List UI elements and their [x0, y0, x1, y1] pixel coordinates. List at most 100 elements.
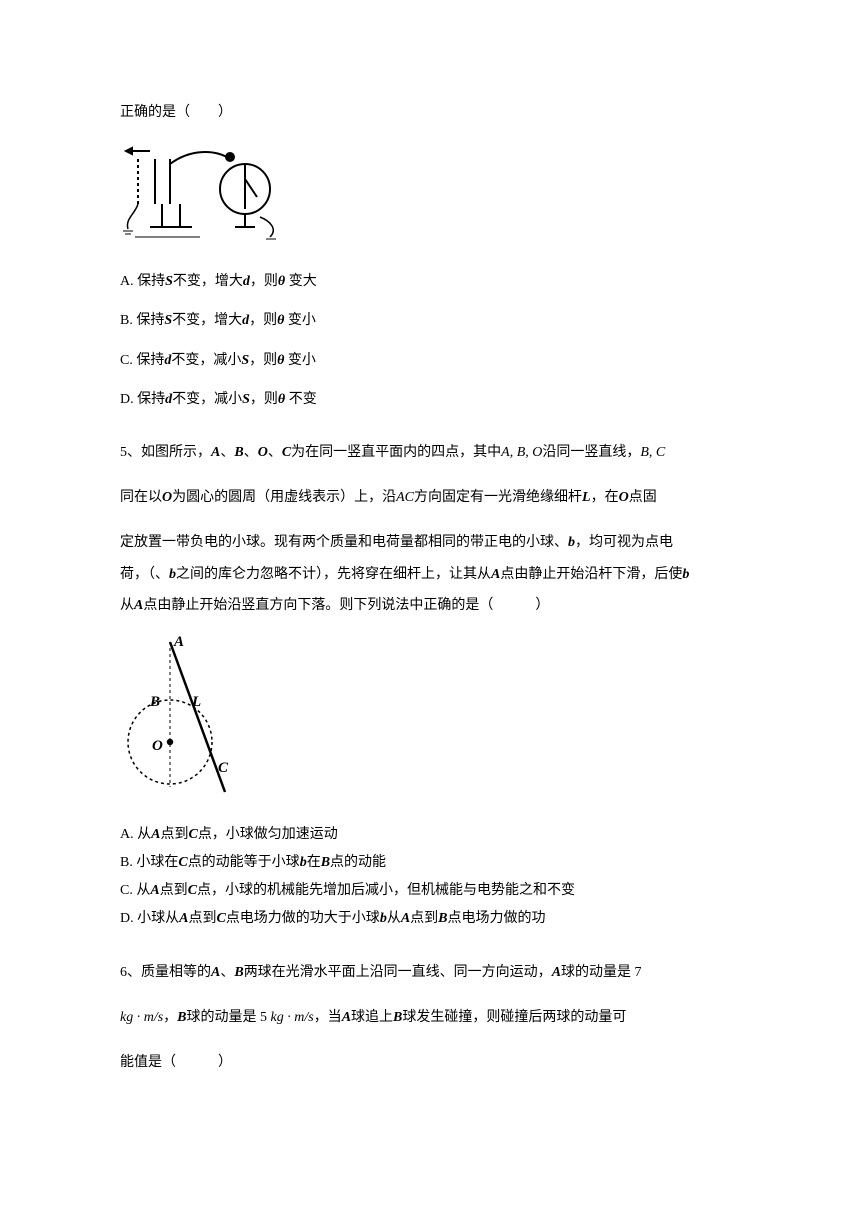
t: ，	[163, 1010, 177, 1025]
t: 方向固定有一光滑绝缘细杆	[414, 490, 582, 505]
q5-option-D: D. 小球从A点到C点电场力做的功大于小球b从A点到B点电场力做的功	[120, 906, 740, 931]
opt-suffix: 变大	[285, 274, 317, 289]
t: 沿同一竖直线，	[542, 445, 640, 460]
label-A: A	[173, 634, 184, 650]
q4-figure	[120, 139, 740, 249]
v: C	[188, 883, 197, 898]
v: A	[211, 965, 220, 980]
v: B	[393, 1010, 402, 1025]
q5-line4: 荷，（、b之间的库仑力忽略不计），先将穿在细杆上，让其从A点由静止开始沿杆下滑，…	[120, 562, 740, 587]
var-S: S	[164, 313, 172, 328]
v: A	[134, 598, 143, 613]
v: B	[177, 1010, 186, 1025]
label-B: B	[149, 694, 160, 710]
t: ，在	[591, 490, 619, 505]
v: A	[342, 1010, 351, 1025]
t: C. 从	[120, 883, 150, 898]
t: 点由静止开始沿竖直方向下落。则下列说法中正确的是（ ）	[143, 598, 549, 613]
t: 6、质量相等的	[120, 965, 211, 980]
opt-suffix: 变小	[284, 353, 316, 368]
t: 5、如图所示，	[120, 445, 211, 460]
t: 点电场力做的功	[448, 911, 546, 926]
unit: kg · m/s	[120, 1010, 163, 1025]
var-S: S	[241, 353, 249, 368]
opt-mid2: ，则	[249, 313, 277, 328]
t: 点固	[629, 490, 657, 505]
t: D. 小球从	[120, 911, 179, 926]
v: A	[150, 883, 159, 898]
opt-prefix: D. 保持	[120, 392, 165, 407]
t: A. 从	[120, 827, 151, 842]
t: ，均可视为点电	[575, 535, 673, 550]
t: 点，小球做匀加速运动	[198, 827, 338, 842]
v: A	[552, 965, 561, 980]
v: A	[211, 445, 220, 460]
t: 点的动能	[330, 855, 386, 870]
t: 点的动能等于小球	[188, 855, 300, 870]
q5-line3: 定放置一带负电的小球。现有两个质量和电荷量都相同的带正电的小球、b，均可视为点电	[120, 530, 740, 555]
var-d: d	[243, 274, 250, 289]
t: 点到	[160, 883, 188, 898]
v: O	[619, 490, 629, 505]
t: 为在同一竖直平面内的四点，其中	[291, 445, 501, 460]
q4-fragment: 正确的是（ ）	[120, 100, 740, 125]
t: 从	[120, 598, 134, 613]
q5-option-C: C. 从A点到C点，小球的机械能先增加后减小，但机械能与电势能之和不变	[120, 878, 740, 903]
v: A	[491, 567, 500, 582]
opt-prefix: B. 保持	[120, 313, 164, 328]
opt-prefix: A. 保持	[120, 274, 165, 289]
t: ，当	[314, 1010, 342, 1025]
v: C	[216, 911, 225, 926]
label-C: C	[218, 760, 229, 776]
v: B	[321, 855, 330, 870]
q5-figure: A B O C L	[120, 632, 740, 802]
t: 球追上	[351, 1010, 393, 1025]
t: 点到	[160, 827, 188, 842]
v: C	[188, 827, 197, 842]
v: b	[380, 911, 387, 926]
t: 定放置一带负电的小球。现有两个质量和电荷量都相同的带正电的小球、	[120, 535, 568, 550]
t: 球发生碰撞，则碰撞后两球的动量可	[402, 1010, 626, 1025]
q6-line2: kg · m/s，B球的动量是 5 kg · m/s，当A球追上B球发生碰撞，则…	[120, 1005, 740, 1030]
v: L	[582, 490, 591, 505]
v: O	[162, 490, 172, 505]
var-S: S	[242, 392, 250, 407]
opt-mid2: ，则	[250, 274, 278, 289]
t: 点，小球的机械能先增加后减小，但机械能与电势能之和不变	[197, 883, 575, 898]
opt-suffix: 变小	[284, 313, 316, 328]
t: 、	[220, 445, 234, 460]
opt-prefix: C. 保持	[120, 353, 164, 368]
q4-option-B: B. 保持S不变，增大d，则θ 变小	[120, 308, 740, 333]
t: 、	[244, 445, 258, 460]
v: A	[401, 911, 410, 926]
q4-option-A: A. 保持S不变，增大d，则θ 变大	[120, 269, 740, 294]
opt-mid2: ，则	[249, 353, 277, 368]
opt-mid: 不变，增大	[173, 274, 243, 289]
q5-line2: 同在以O为圆心的圆周（用虚线表示）上，沿AC方向固定有一光滑绝缘细杆L，在O点固	[120, 485, 740, 510]
t: 同在以	[120, 490, 162, 505]
t: 点到	[188, 911, 216, 926]
q6-line1: 6、质量相等的A、B两球在光滑水平面上沿同一直线、同一方向运动，A球的动量是 7	[120, 960, 740, 985]
v: b	[682, 567, 689, 582]
t: B. 小球在	[120, 855, 178, 870]
t: 、	[220, 965, 234, 980]
v: B	[234, 965, 243, 980]
q5-option-A: A. 从A点到C点，小球做匀加速运动	[120, 822, 740, 847]
q4-option-D: D. 保持d不变，减小S，则θ 不变	[120, 387, 740, 412]
t: 点到	[410, 911, 438, 926]
v: B, C	[640, 445, 665, 460]
t: 在	[307, 855, 321, 870]
q5-option-B: B. 小球在C点的动能等于小球b在B点的动能	[120, 850, 740, 875]
t: 点由静止开始沿杆下滑，后使	[500, 567, 682, 582]
v: AC	[396, 490, 414, 505]
t: 球的动量是 5	[187, 1010, 271, 1025]
t: 球的动量是 7	[561, 965, 642, 980]
t: 为圆心的圆周（用虚线表示）上，沿	[172, 490, 396, 505]
unit: kg · m/s	[271, 1010, 314, 1025]
t: 点电场力做的功大于小球	[226, 911, 380, 926]
opt-suffix: 不变	[285, 392, 317, 407]
t: 、	[268, 445, 282, 460]
t: 两球在光滑水平面上沿同一直线、同一方向运动，	[244, 965, 552, 980]
opt-mid: 不变，增大	[172, 313, 242, 328]
v: C	[178, 855, 187, 870]
